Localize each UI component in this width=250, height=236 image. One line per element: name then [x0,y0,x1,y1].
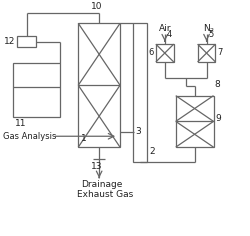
Text: 11: 11 [14,119,26,128]
Bar [176,96,214,147]
Text: 5: 5 [208,30,214,39]
Text: 13: 13 [91,162,103,171]
Text: 1: 1 [81,134,87,143]
Bar [16,36,36,47]
Bar [198,44,216,62]
Text: 12: 12 [4,37,15,46]
Text: Air: Air [159,24,171,33]
Text: Exhaust Gas: Exhaust Gas [77,190,134,199]
Text: 4: 4 [167,30,172,39]
Text: 6: 6 [149,48,154,57]
Text: 7: 7 [218,48,223,57]
Bar [13,63,60,118]
Bar [156,44,174,62]
Text: 2: 2 [149,147,154,156]
Text: 3: 3 [135,127,141,136]
Bar [133,23,147,162]
Text: 8: 8 [214,80,220,89]
Text: Drainage: Drainage [81,180,122,189]
Text: 10: 10 [91,2,103,12]
Text: $\mathregular{N_2}$: $\mathregular{N_2}$ [202,22,215,35]
Text: 9: 9 [216,114,221,123]
Text: Gas Analysis: Gas Analysis [3,132,56,141]
Bar [78,23,120,147]
